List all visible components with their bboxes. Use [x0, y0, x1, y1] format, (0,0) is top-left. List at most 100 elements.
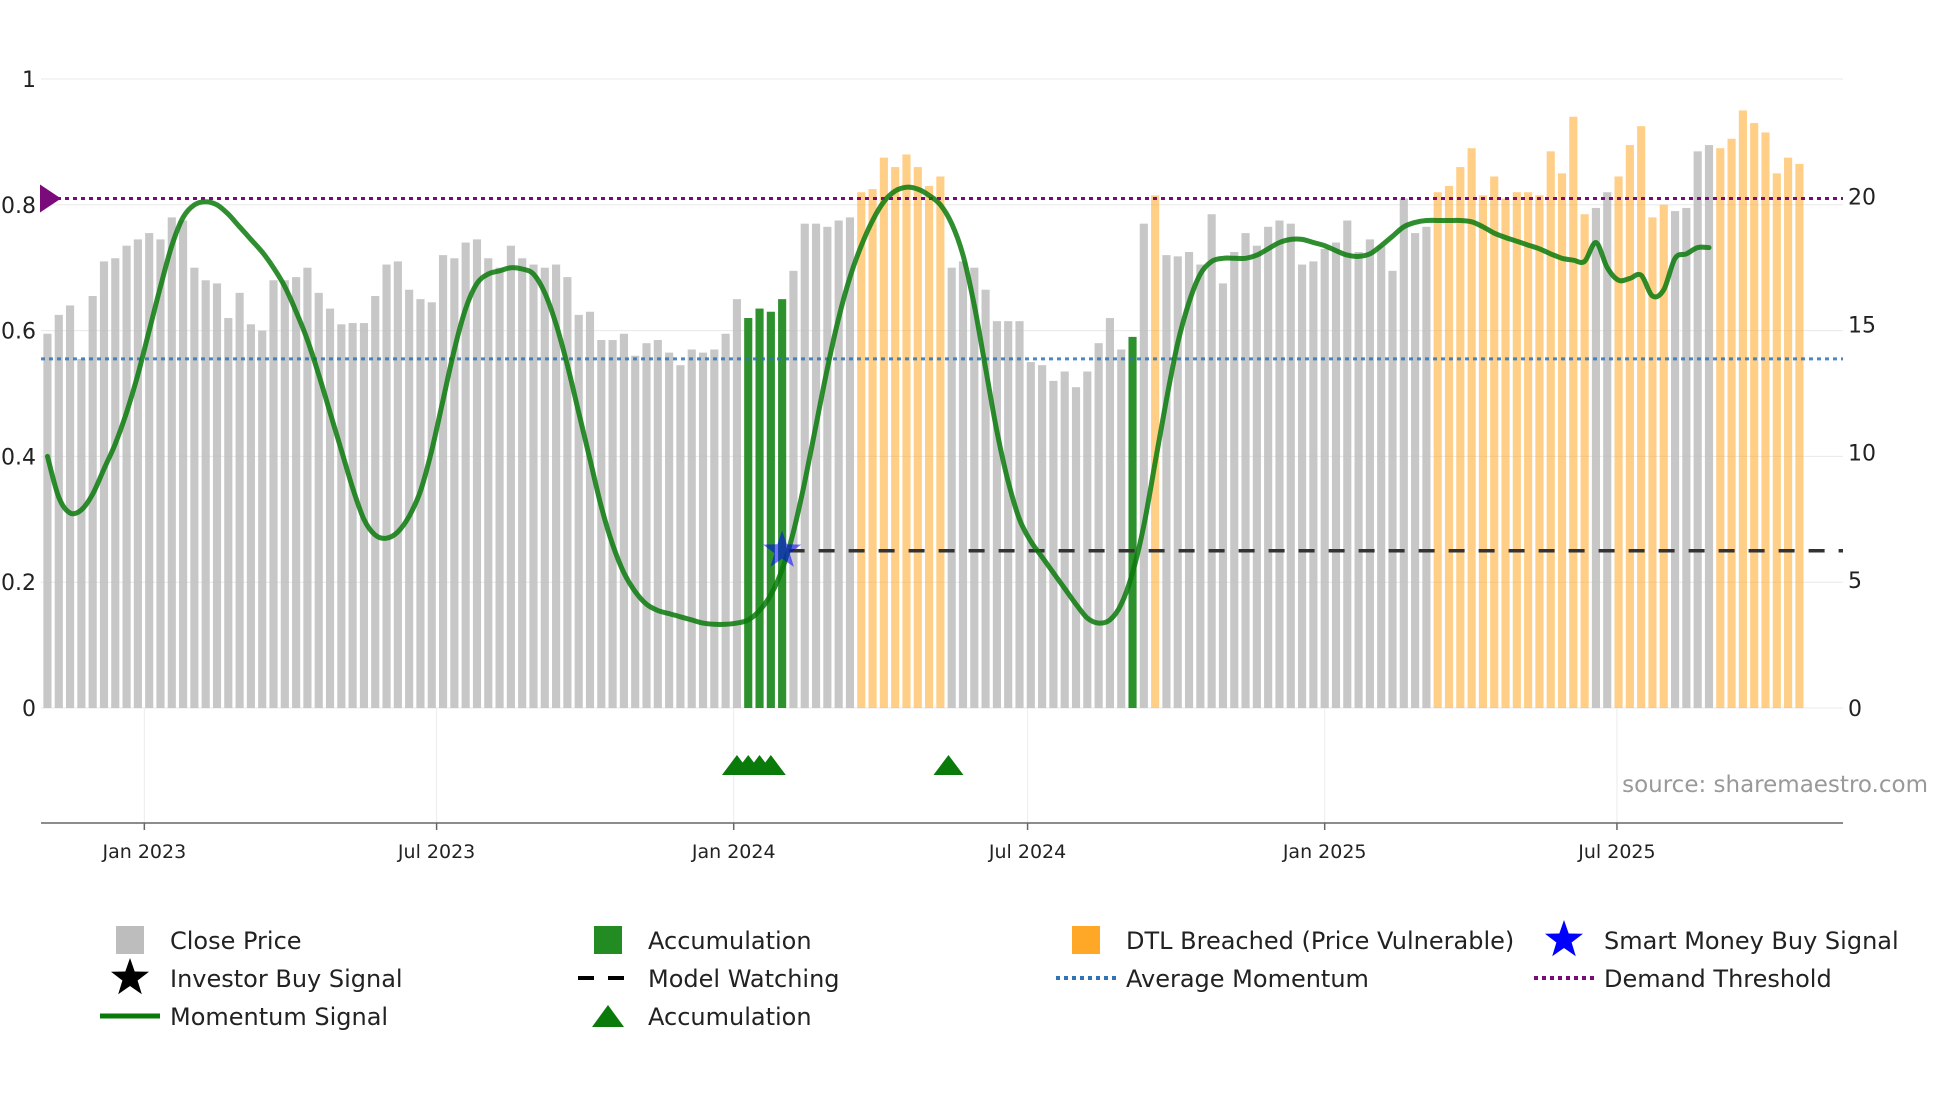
dtl-breached-bar	[1490, 176, 1499, 708]
close-price-bar	[665, 352, 674, 708]
close-price-bar	[382, 264, 391, 708]
accumulation-bar	[778, 299, 787, 708]
close-price-bar	[811, 223, 821, 709]
close-price-bar	[393, 261, 402, 708]
close-price-bar	[721, 333, 730, 708]
close-price-bar	[1196, 264, 1205, 708]
close-price-bar	[65, 305, 75, 708]
close-price-bar	[789, 270, 798, 708]
legend-swatch	[116, 926, 144, 954]
dtl-breached-bar	[1456, 167, 1465, 708]
close-price-bar	[1704, 145, 1714, 709]
dtl-breached-bar	[1580, 214, 1589, 709]
legend-label: Investor Buy Signal	[170, 965, 403, 993]
close-price-bar	[574, 314, 583, 708]
close-price-bar	[1343, 220, 1352, 708]
close-price-bar	[1173, 256, 1182, 708]
close-price-bar	[1105, 318, 1114, 708]
close-price-bar	[438, 255, 448, 708]
close-price-bar	[1422, 226, 1431, 708]
close-price-bar	[992, 321, 1001, 708]
dtl-breached-bar	[1546, 151, 1555, 708]
close-price-bar	[1388, 270, 1397, 708]
close-price-bar	[1241, 233, 1250, 709]
close-price-bar	[981, 289, 990, 708]
close-price-bar	[1060, 371, 1069, 708]
dtl-breached-bar	[1501, 198, 1510, 708]
accumulation-bar	[744, 318, 753, 708]
close-price-bar	[156, 239, 165, 708]
close-price-bar	[1671, 211, 1680, 708]
close-price-bar	[1682, 207, 1691, 708]
close-price-bar	[1207, 214, 1216, 709]
dtl-breached-bar	[1727, 138, 1736, 708]
close-price-bar	[1094, 343, 1103, 708]
close-price-bar	[970, 267, 979, 708]
close-price-bar	[1354, 251, 1363, 708]
smart-money-buy-star	[763, 530, 802, 567]
close-price-bar	[834, 220, 843, 708]
momentum-signal-line	[45, 184, 1712, 628]
close-price-bar	[484, 258, 493, 708]
close-price-bar	[472, 239, 482, 708]
close-price-bar	[212, 283, 222, 708]
dtl-breached-bar	[925, 185, 934, 708]
demand-threshold-marker	[40, 184, 61, 213]
legend-label: DTL Breached (Price Vulnerable)	[1126, 927, 1514, 955]
legend-label: Average Momentum	[1126, 965, 1369, 993]
dtl-breached-bar	[1535, 195, 1544, 709]
close-price-bar	[1117, 349, 1126, 708]
close-price-bar	[687, 349, 696, 708]
close-price-bar	[823, 226, 832, 708]
close-price-bar	[269, 280, 278, 708]
close-price-bar	[303, 267, 312, 708]
close-price-bar	[1162, 255, 1171, 708]
x-axis-tick-label: Jul 2025	[1577, 841, 1655, 863]
x-axis-tick-label: Jul 2023	[397, 841, 475, 863]
legend-label: Accumulation	[648, 1003, 812, 1031]
close-price-bar	[314, 292, 323, 708]
dtl-breached-bar	[891, 167, 900, 708]
close-price-bar	[325, 308, 335, 708]
close-price-bar	[958, 261, 968, 708]
dtl-breached-bar	[1614, 176, 1623, 708]
right-axis-tick-label: 10	[1848, 441, 1876, 466]
close-price-bar	[122, 245, 131, 708]
dtl-breached-bar	[1524, 192, 1533, 709]
close-price-bar	[1309, 261, 1318, 708]
close-price-bar	[608, 340, 617, 708]
close-price-bar	[280, 280, 289, 708]
dtl-breached-bar	[1433, 192, 1442, 709]
close-price-bar	[947, 267, 956, 708]
close-price-bar	[1230, 251, 1239, 708]
close-price-bar	[676, 365, 685, 708]
left-axis-tick-label: 0.4	[1, 445, 36, 470]
dtl-breached-bar	[1772, 173, 1781, 709]
close-price-bar	[1411, 233, 1420, 709]
left-axis-tick-label: 0.8	[1, 194, 36, 219]
close-price-bar	[427, 302, 436, 708]
close-price-bar	[552, 264, 561, 708]
close-price-bar	[1252, 245, 1261, 708]
dtl-breached-bar	[913, 167, 922, 708]
left-axis-tick-label: 0	[22, 697, 36, 722]
close-price-bar	[145, 233, 154, 709]
close-price-bar	[653, 340, 662, 708]
close-price-bar	[710, 349, 719, 708]
legend-label: Momentum Signal	[170, 1003, 388, 1031]
x-axis-tick-label: Jul 2024	[988, 841, 1066, 863]
dtl-breached-bar	[1478, 195, 1487, 709]
close-price-bar	[506, 245, 515, 708]
dtl-breached-bar	[902, 154, 911, 709]
dtl-breached-bar	[1637, 126, 1646, 709]
dtl-breached-bar	[1716, 148, 1725, 708]
dtl-breached-bar	[1625, 145, 1634, 709]
close-price-bar	[416, 299, 425, 708]
close-price-bar	[1365, 239, 1374, 708]
dtl-breached-bar	[1795, 163, 1804, 709]
close-price-bar	[619, 333, 628, 708]
legend-swatch	[1072, 926, 1100, 954]
x-axis-tick-label: Jan 2023	[101, 841, 186, 863]
